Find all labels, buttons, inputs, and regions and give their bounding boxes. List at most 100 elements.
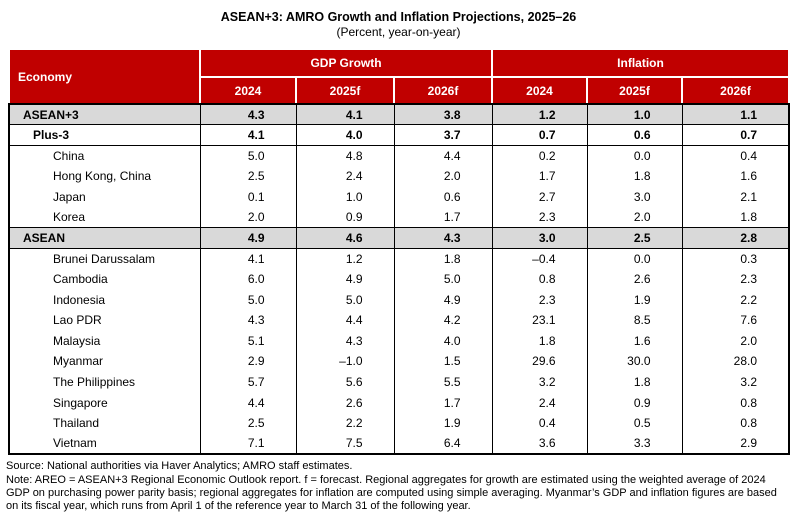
value-cell: 1.6 [681,165,790,187]
table-row: ASEAN+3 4.3 4.1 3.8 1.2 1.0 1.1 [8,103,790,126]
value-cell: 3.0 [491,227,588,249]
value-cell: 2.0 [681,330,790,352]
value-cell: 4.1 [295,103,395,126]
value-cell: 3.6 [491,433,588,455]
value-cell: 4.0 [295,124,395,146]
table-body: ASEAN+3 4.3 4.1 3.8 1.2 1.0 1.1 Plus-3 4.1 4.0 3.7… [8,103,790,455]
value-cell: 1.9 [586,289,683,310]
value-cell: 7.6 [681,309,790,331]
value-cell: 2.1 [681,186,790,207]
year-header-gdp-2026f: 2026f [393,76,493,105]
value-cell: 4.9 [199,227,297,249]
value-cell: 0.9 [586,392,683,413]
value-cell: 0.6 [586,124,683,146]
value-cell: 0.4 [491,412,588,434]
value-cell: 2.3 [491,289,588,310]
value-cell: 8.5 [586,309,683,331]
value-cell: 28.0 [681,351,790,372]
value-cell: 0.7 [491,124,588,146]
footer-source: Source: National authorities via Haver A… [6,460,353,473]
value-cell: 4.3 [295,330,395,352]
value-cell: 2.2 [295,412,395,434]
value-cell: 5.0 [199,145,297,166]
value-cell: 1.1 [681,103,790,126]
value-cell: 1.9 [393,412,493,434]
table-row: Singapore 4.4 2.6 1.7 2.4 0.9 0.8 [8,392,790,413]
value-cell: 2.4 [491,392,588,413]
projections-table: Economy GDP Growth Inflation 2024 2025f … [8,48,790,456]
economy-cell: Malaysia [8,330,201,352]
group-header-inflation: Inflation [491,48,790,78]
value-cell: 1.7 [393,206,493,228]
value-cell: 0.5 [586,412,683,434]
value-cell: 7.5 [295,433,395,455]
economy-cell: Korea [8,206,201,228]
table-row: Vietnam 7.1 7.5 6.4 3.6 3.3 2.9 [8,433,790,455]
value-cell: 1.7 [491,165,588,187]
economy-cell: Vietnam [8,433,201,455]
value-cell: 3.2 [491,371,588,393]
year-header-inflation-2024: 2024 [491,76,588,105]
value-cell: 4.4 [295,309,395,331]
value-cell: 1.8 [586,371,683,393]
economy-cell: Singapore [8,392,201,413]
value-cell: 4.1 [199,124,297,146]
value-cell: 3.8 [393,103,493,126]
economy-cell: Indonesia [8,289,201,310]
value-cell: 2.2 [681,289,790,310]
value-cell: 5.1 [199,330,297,352]
value-cell: 2.0 [393,165,493,187]
economy-cell: Lao PDR [8,309,201,331]
table-row: Lao PDR 4.3 4.4 4.2 23.1 8.5 7.6 [8,309,790,331]
year-header-gdp-2025f: 2025f [295,76,395,105]
year-header-gdp-2024: 2024 [199,76,297,105]
economy-cell: ASEAN+3 [8,103,201,126]
page-title: ASEAN+3: AMRO Growth and Inflation Proje… [220,10,577,24]
table-row: China 5.0 4.8 4.4 0.2 0.0 0.4 [8,145,790,166]
value-cell: 5.0 [393,268,493,290]
value-cell: 29.6 [491,351,588,372]
value-cell: 3.0 [586,186,683,207]
economy-cell: ASEAN [8,227,201,249]
value-cell: 2.5 [199,165,297,187]
value-cell: 2.4 [295,165,395,187]
value-cell: –0.4 [491,248,588,269]
value-cell: 0.8 [681,392,790,413]
value-cell: 4.2 [393,309,493,331]
table-row: Indonesia 5.0 5.0 4.9 2.3 1.9 2.2 [8,289,790,310]
value-cell: 1.5 [393,351,493,372]
value-cell: 5.7 [199,371,297,393]
economy-cell: China [8,145,201,166]
value-cell: 4.3 [393,227,493,249]
table-row: ASEAN 4.9 4.6 4.3 3.0 2.5 2.8 [8,227,790,249]
value-cell: 4.0 [393,330,493,352]
value-cell: 0.9 [295,206,395,228]
value-cell: 2.0 [586,206,683,228]
footer-notes: Source: National authorities via Haver A… [6,460,792,514]
value-cell: 3.3 [586,433,683,455]
value-cell: 4.3 [199,103,297,126]
value-cell: 2.8 [681,227,790,249]
value-cell: 4.9 [295,268,395,290]
economy-cell: Myanmar [8,351,201,372]
table-row: The Philippines 5.7 5.6 5.5 3.2 1.8 3.2 [8,371,790,393]
value-cell: 7.1 [199,433,297,455]
economy-cell: Brunei Darussalam [8,248,201,269]
economy-cell: The Philippines [8,371,201,393]
value-cell: 4.6 [295,227,395,249]
year-header-inflation-2025f: 2025f [586,76,683,105]
value-cell: 2.7 [491,186,588,207]
value-cell: 1.2 [295,248,395,269]
value-cell: 1.8 [393,248,493,269]
table-row: Thailand 2.5 2.2 1.9 0.4 0.5 0.8 [8,412,790,434]
table-row: Hong Kong, China 2.5 2.4 2.0 1.7 1.8 1.6 [8,165,790,187]
value-cell: 1.8 [491,330,588,352]
value-cell: 4.8 [295,145,395,166]
value-cell: 0.8 [681,412,790,434]
value-cell: 2.6 [295,392,395,413]
group-header-gdp-growth: GDP Growth [199,48,493,78]
economy-column-header: Economy [8,48,201,105]
value-cell: 0.7 [681,124,790,146]
value-cell: 1.0 [586,103,683,126]
economy-cell: Cambodia [8,268,201,290]
